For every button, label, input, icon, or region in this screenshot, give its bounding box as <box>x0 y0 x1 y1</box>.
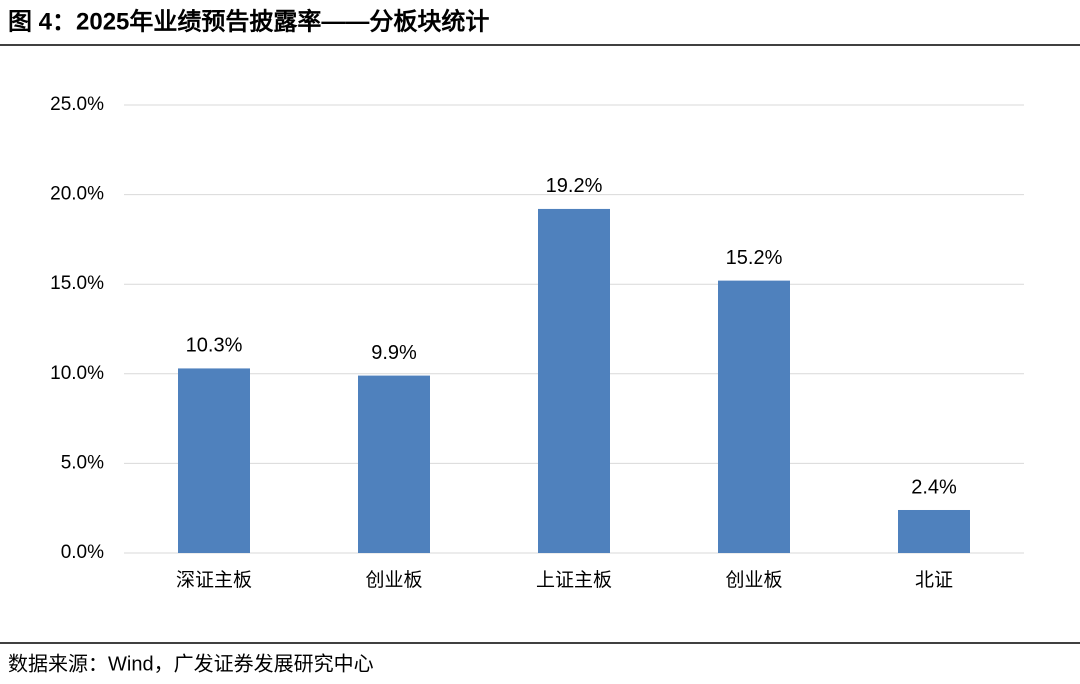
data-label: 19.2% <box>546 175 603 197</box>
chart-title: 图 4：2025年业绩预告披露率——分板块统计 <box>8 7 489 35</box>
bar <box>358 375 430 553</box>
data-label: 10.3% <box>186 335 243 357</box>
x-tick-label: 深证主板 <box>176 569 252 591</box>
data-label: 15.2% <box>726 247 783 269</box>
data-label: 9.9% <box>371 342 417 364</box>
x-tick-label: 上证主板 <box>536 569 612 591</box>
y-tick-label: 10.0% <box>50 363 104 384</box>
y-tick-label: 5.0% <box>61 452 104 473</box>
x-tick-label: 北证 <box>915 569 953 591</box>
y-tick-label: 25.0% <box>50 94 104 115</box>
x-tick-label: 创业板 <box>725 569 782 591</box>
y-tick-label: 20.0% <box>50 184 104 205</box>
y-tick-label: 15.0% <box>50 273 104 294</box>
bar <box>538 208 610 553</box>
bar <box>178 368 250 553</box>
source-note: 数据来源：Wind，广发证券发展研究中心 <box>8 652 374 675</box>
bar <box>898 509 970 553</box>
data-label: 2.4% <box>911 476 957 498</box>
x-tick-label: 创业板 <box>365 569 422 591</box>
bar <box>718 280 790 553</box>
y-tick-label: 0.0% <box>61 542 104 563</box>
